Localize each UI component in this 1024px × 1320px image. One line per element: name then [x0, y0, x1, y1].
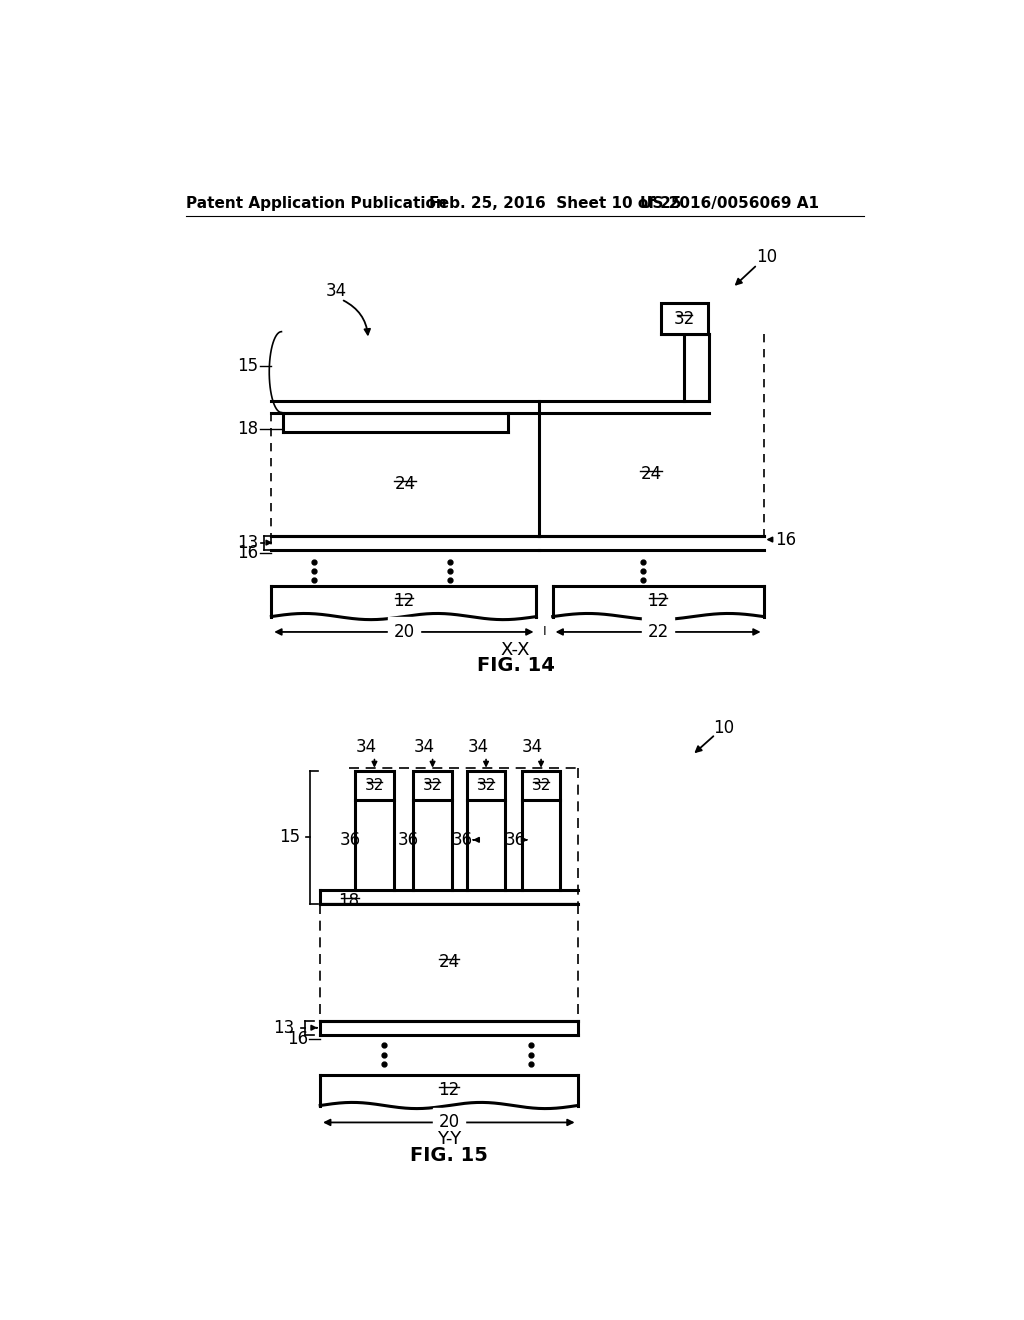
Text: 34: 34	[414, 738, 434, 756]
Text: 12: 12	[438, 1081, 460, 1100]
Text: 24: 24	[438, 953, 460, 972]
Text: 32: 32	[674, 310, 695, 327]
Text: 34: 34	[521, 738, 543, 756]
Bar	[467, 771, 506, 800]
Text: 22: 22	[647, 623, 669, 642]
Text: 16: 16	[238, 544, 258, 562]
Text: 34: 34	[355, 738, 377, 756]
Text: Y-Y: Y-Y	[436, 1130, 461, 1148]
Bar	[355, 771, 394, 800]
Text: 36: 36	[339, 830, 360, 849]
Text: 12: 12	[647, 593, 669, 610]
Text: 34: 34	[326, 282, 347, 300]
Text: 15: 15	[279, 828, 300, 846]
Text: 13: 13	[237, 533, 258, 552]
Text: 36: 36	[397, 830, 419, 849]
Text: 18: 18	[338, 892, 359, 909]
Text: 36: 36	[505, 830, 525, 849]
Text: 20: 20	[438, 1114, 460, 1131]
Text: I: I	[543, 626, 547, 639]
Text: 16: 16	[775, 531, 797, 549]
Text: FIG. 15: FIG. 15	[410, 1146, 487, 1166]
Text: Patent Application Publication: Patent Application Publication	[186, 195, 446, 211]
Text: Feb. 25, 2016  Sheet 10 of 25: Feb. 25, 2016 Sheet 10 of 25	[429, 195, 681, 211]
Text: 32: 32	[365, 777, 384, 793]
Bar	[414, 771, 452, 800]
Text: 36: 36	[452, 830, 473, 849]
Text: 20: 20	[393, 623, 415, 642]
Text: 18: 18	[238, 421, 258, 438]
Text: X-X: X-X	[501, 640, 530, 659]
Text: US 2016/0056069 A1: US 2016/0056069 A1	[640, 195, 818, 211]
Text: 34: 34	[468, 738, 488, 756]
Text: 15: 15	[238, 358, 258, 375]
Text: 32: 32	[476, 777, 496, 793]
Text: 32: 32	[423, 777, 442, 793]
Text: 24: 24	[641, 465, 662, 483]
Bar	[521, 771, 560, 800]
Text: 13: 13	[273, 1019, 295, 1036]
Text: 10: 10	[713, 719, 734, 737]
Text: 16: 16	[287, 1031, 308, 1048]
Text: 32: 32	[531, 777, 551, 793]
Text: 24: 24	[394, 475, 416, 492]
Text: 10: 10	[756, 248, 777, 265]
Text: FIG. 14: FIG. 14	[476, 656, 554, 675]
Text: 12: 12	[393, 593, 415, 610]
Bar	[662, 304, 708, 334]
